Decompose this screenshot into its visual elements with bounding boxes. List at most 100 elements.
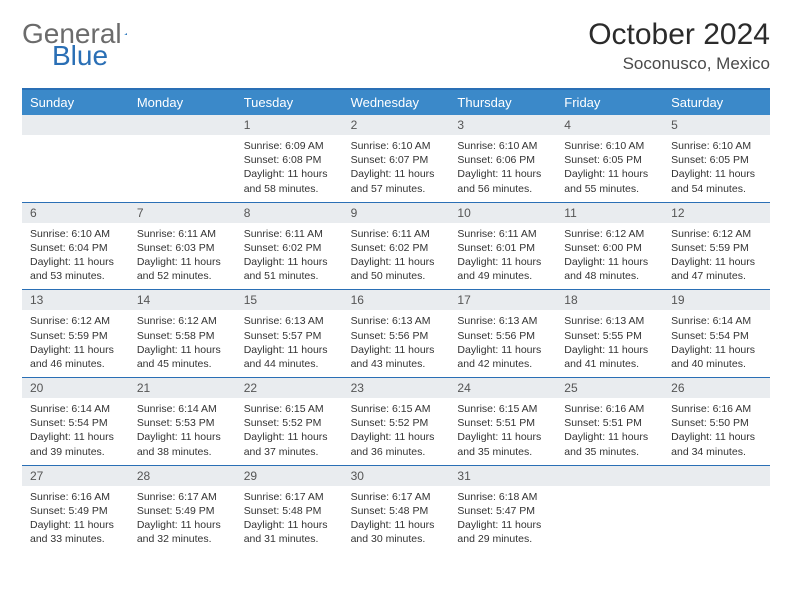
day-detail: Sunrise: 6:10 AMSunset: 6:07 PMDaylight:…: [343, 135, 450, 202]
day-detail: Sunrise: 6:15 AMSunset: 5:51 PMDaylight:…: [449, 398, 556, 465]
calendar-day: 13Sunrise: 6:12 AMSunset: 5:59 PMDayligh…: [22, 290, 129, 377]
sunset-line: Sunset: 5:48 PM: [351, 504, 442, 518]
daylight-line: Daylight: 11 hours and 31 minutes.: [244, 518, 335, 546]
weekday-header: Tuesday: [236, 90, 343, 115]
sunrise-line: Sunrise: 6:15 AM: [244, 402, 335, 416]
weekday-header: Wednesday: [343, 90, 450, 115]
sunset-line: Sunset: 5:51 PM: [457, 416, 548, 430]
daylight-line: Daylight: 11 hours and 35 minutes.: [564, 430, 655, 458]
sunset-line: Sunset: 6:08 PM: [244, 153, 335, 167]
daylight-line: Daylight: 11 hours and 35 minutes.: [457, 430, 548, 458]
day-detail: Sunrise: 6:17 AMSunset: 5:49 PMDaylight:…: [129, 486, 236, 553]
month-title: October 2024: [588, 18, 770, 52]
sunrise-line: Sunrise: 6:11 AM: [137, 227, 228, 241]
day-detail: Sunrise: 6:13 AMSunset: 5:56 PMDaylight:…: [343, 310, 450, 377]
day-number: 21: [129, 378, 236, 398]
daylight-line: Daylight: 11 hours and 38 minutes.: [137, 430, 228, 458]
day-detail: Sunrise: 6:15 AMSunset: 5:52 PMDaylight:…: [343, 398, 450, 465]
sunrise-line: Sunrise: 6:12 AM: [564, 227, 655, 241]
sunrise-line: Sunrise: 6:10 AM: [30, 227, 121, 241]
day-number: 31: [449, 466, 556, 486]
day-detail: Sunrise: 6:12 AMSunset: 5:58 PMDaylight:…: [129, 310, 236, 377]
calendar-day: 5Sunrise: 6:10 AMSunset: 6:05 PMDaylight…: [663, 115, 770, 202]
daylight-line: Daylight: 11 hours and 29 minutes.: [457, 518, 548, 546]
sunrise-line: Sunrise: 6:10 AM: [564, 139, 655, 153]
calendar-day: 14Sunrise: 6:12 AMSunset: 5:58 PMDayligh…: [129, 290, 236, 377]
calendar-day: 12Sunrise: 6:12 AMSunset: 5:59 PMDayligh…: [663, 203, 770, 290]
daylight-line: Daylight: 11 hours and 34 minutes.: [671, 430, 762, 458]
day-number: 19: [663, 290, 770, 310]
daylight-line: Daylight: 11 hours and 37 minutes.: [244, 430, 335, 458]
day-number: 13: [22, 290, 129, 310]
calendar-day: 25Sunrise: 6:16 AMSunset: 5:51 PMDayligh…: [556, 378, 663, 465]
weekday-header: Friday: [556, 90, 663, 115]
day-number: 27: [22, 466, 129, 486]
calendar-week: 20Sunrise: 6:14 AMSunset: 5:54 PMDayligh…: [22, 377, 770, 465]
daylight-line: Daylight: 11 hours and 51 minutes.: [244, 255, 335, 283]
calendar-day: 4Sunrise: 6:10 AMSunset: 6:05 PMDaylight…: [556, 115, 663, 202]
day-number: 18: [556, 290, 663, 310]
sunrise-line: Sunrise: 6:17 AM: [351, 490, 442, 504]
day-detail: Sunrise: 6:14 AMSunset: 5:53 PMDaylight:…: [129, 398, 236, 465]
daylight-line: Daylight: 11 hours and 56 minutes.: [457, 167, 548, 195]
title-block: October 2024 Soconusco, Mexico: [588, 18, 770, 74]
calendar-day: 24Sunrise: 6:15 AMSunset: 5:51 PMDayligh…: [449, 378, 556, 465]
calendar-week: 27Sunrise: 6:16 AMSunset: 5:49 PMDayligh…: [22, 465, 770, 553]
day-number: [129, 115, 236, 135]
sunset-line: Sunset: 5:49 PM: [137, 504, 228, 518]
sunset-line: Sunset: 5:59 PM: [30, 329, 121, 343]
weekday-header: Thursday: [449, 90, 556, 115]
day-detail: Sunrise: 6:16 AMSunset: 5:51 PMDaylight:…: [556, 398, 663, 465]
day-number: 10: [449, 203, 556, 223]
day-number: 28: [129, 466, 236, 486]
daylight-line: Daylight: 11 hours and 43 minutes.: [351, 343, 442, 371]
sunrise-line: Sunrise: 6:09 AM: [244, 139, 335, 153]
day-number: 14: [129, 290, 236, 310]
day-number: 6: [22, 203, 129, 223]
day-detail: Sunrise: 6:17 AMSunset: 5:48 PMDaylight:…: [343, 486, 450, 553]
daylight-line: Daylight: 11 hours and 50 minutes.: [351, 255, 442, 283]
weekday-header: Saturday: [663, 90, 770, 115]
sunrise-line: Sunrise: 6:14 AM: [30, 402, 121, 416]
daylight-line: Daylight: 11 hours and 45 minutes.: [137, 343, 228, 371]
day-number: [22, 115, 129, 135]
day-detail: Sunrise: 6:11 AMSunset: 6:03 PMDaylight:…: [129, 223, 236, 290]
calendar-day-empty: [556, 466, 663, 553]
sunrise-line: Sunrise: 6:15 AM: [457, 402, 548, 416]
sunset-line: Sunset: 5:53 PM: [137, 416, 228, 430]
day-number: [663, 466, 770, 486]
daylight-line: Daylight: 11 hours and 46 minutes.: [30, 343, 121, 371]
sunrise-line: Sunrise: 6:17 AM: [244, 490, 335, 504]
sunset-line: Sunset: 6:06 PM: [457, 153, 548, 167]
sunset-line: Sunset: 5:59 PM: [671, 241, 762, 255]
sunrise-line: Sunrise: 6:12 AM: [671, 227, 762, 241]
day-detail: Sunrise: 6:10 AMSunset: 6:04 PMDaylight:…: [22, 223, 129, 290]
day-number: 25: [556, 378, 663, 398]
sunrise-line: Sunrise: 6:12 AM: [137, 314, 228, 328]
day-number: 24: [449, 378, 556, 398]
day-number: 8: [236, 203, 343, 223]
calendar-day: 2Sunrise: 6:10 AMSunset: 6:07 PMDaylight…: [343, 115, 450, 202]
calendar-day: 15Sunrise: 6:13 AMSunset: 5:57 PMDayligh…: [236, 290, 343, 377]
day-number: 30: [343, 466, 450, 486]
daylight-line: Daylight: 11 hours and 40 minutes.: [671, 343, 762, 371]
calendar-day: 1Sunrise: 6:09 AMSunset: 6:08 PMDaylight…: [236, 115, 343, 202]
sunset-line: Sunset: 5:54 PM: [30, 416, 121, 430]
weekday-header-row: SundayMondayTuesdayWednesdayThursdayFrid…: [22, 90, 770, 115]
calendar-day: 22Sunrise: 6:15 AMSunset: 5:52 PMDayligh…: [236, 378, 343, 465]
calendar-week: 1Sunrise: 6:09 AMSunset: 6:08 PMDaylight…: [22, 115, 770, 202]
calendar-day: 21Sunrise: 6:14 AMSunset: 5:53 PMDayligh…: [129, 378, 236, 465]
daylight-line: Daylight: 11 hours and 55 minutes.: [564, 167, 655, 195]
day-detail: Sunrise: 6:16 AMSunset: 5:50 PMDaylight:…: [663, 398, 770, 465]
day-detail: Sunrise: 6:10 AMSunset: 6:05 PMDaylight:…: [556, 135, 663, 202]
sunset-line: Sunset: 6:04 PM: [30, 241, 121, 255]
sunset-line: Sunset: 5:52 PM: [244, 416, 335, 430]
sunrise-line: Sunrise: 6:18 AM: [457, 490, 548, 504]
calendar-day-empty: [129, 115, 236, 202]
daylight-line: Daylight: 11 hours and 30 minutes.: [351, 518, 442, 546]
day-number: 17: [449, 290, 556, 310]
sunset-line: Sunset: 6:03 PM: [137, 241, 228, 255]
calendar-day-empty: [22, 115, 129, 202]
calendar-week: 6Sunrise: 6:10 AMSunset: 6:04 PMDaylight…: [22, 202, 770, 290]
calendar-day: 23Sunrise: 6:15 AMSunset: 5:52 PMDayligh…: [343, 378, 450, 465]
